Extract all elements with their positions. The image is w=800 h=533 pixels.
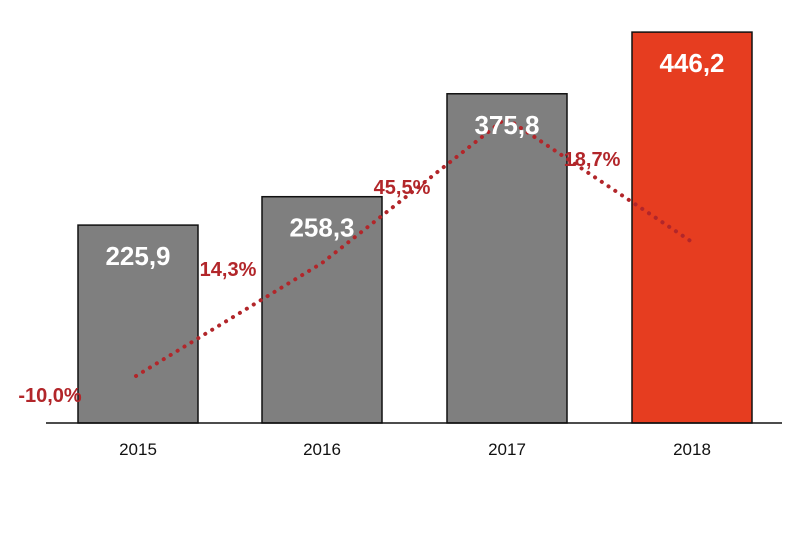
bar-2017 (446, 93, 568, 424)
bar-value-label: 446,2 (659, 48, 724, 78)
growth-label: 18,7% (564, 149, 621, 171)
bar-2015 (77, 224, 199, 424)
x-tick-label: 2018 (673, 440, 711, 459)
x-tick-label: 2017 (488, 440, 526, 459)
bars-layer (77, 31, 753, 424)
labels-layer: 225,9 2015 258,3 2016 375,8 2017 446,2 2018 -10,… (18, 48, 724, 459)
growth-label: -10,0% (18, 385, 82, 407)
bar-2018 (631, 31, 753, 424)
bar-value-label: 375,8 (474, 110, 539, 140)
bar-2016 (261, 195, 383, 424)
growth-label: 14,3% (200, 259, 257, 281)
bar-value-label: 225,9 (105, 241, 170, 271)
x-tick-label: 2016 (303, 440, 341, 459)
growth-label: 45,5% (374, 177, 431, 199)
x-tick-label: 2015 (119, 440, 157, 459)
bar-value-label: 258,3 (289, 213, 354, 243)
